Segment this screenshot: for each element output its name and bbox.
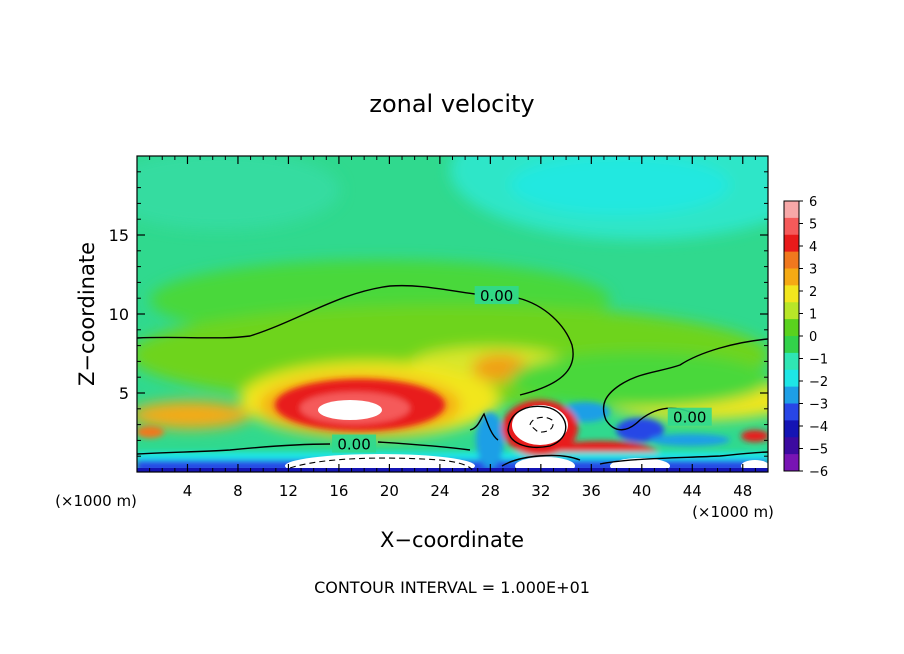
colorbar-tick-label: 4 xyxy=(809,240,817,255)
colorbar-swatch xyxy=(784,201,799,219)
colorbar-tick-label: 3 xyxy=(809,263,817,278)
y-axis: 5 10 15 xyxy=(109,171,768,457)
contour-label: 0.00 xyxy=(337,436,370,454)
colorbar-tick-label: −3 xyxy=(809,398,828,413)
x-tick-label: 24 xyxy=(430,482,449,500)
contour-label: 0.00 xyxy=(480,287,513,305)
contour-lower-right xyxy=(501,451,768,467)
colorbar-swatch xyxy=(784,403,799,421)
colorbar-swatch xyxy=(784,251,799,269)
contour-label-bg xyxy=(667,407,712,426)
zero-contour-lower xyxy=(137,441,471,455)
colorbar-swatch xyxy=(784,369,799,388)
x-tick-label: 4 xyxy=(183,482,193,500)
x-axis: 4 8 12 16 20 24 28 32 36 40 44 48 xyxy=(149,156,756,500)
colorbar-swatch xyxy=(784,386,799,404)
x-tick-label: 36 xyxy=(582,482,601,500)
x-unit-left: (×1000 m) xyxy=(55,492,137,510)
x-tick-label: 48 xyxy=(733,482,752,500)
colorbar-tick-label: −6 xyxy=(809,465,828,480)
colorbar-tick-label: 1 xyxy=(809,308,817,323)
colorbar-swatch xyxy=(784,336,799,354)
contour-spike-28 xyxy=(469,412,499,441)
colorbar-swatch xyxy=(784,217,799,236)
colorbar-swatch xyxy=(784,319,799,337)
colorbar-swatch xyxy=(784,302,799,320)
x-tick-label: 40 xyxy=(632,482,651,500)
contour-label: 0.00 xyxy=(673,409,706,427)
x-tick-label: 32 xyxy=(531,482,550,500)
colorbar-tick-label: 0 xyxy=(809,330,817,345)
colorbar-swatch xyxy=(784,352,799,371)
colorbar-tick-label: −5 xyxy=(809,443,828,458)
x-tick-label: 12 xyxy=(279,482,298,500)
negative-contours xyxy=(289,416,554,471)
x-unit-right: (×1000 m) xyxy=(692,503,774,521)
zero-contours xyxy=(137,284,768,467)
contour-interval-note: CONTOUR INTERVAL = 1.000E+01 xyxy=(314,578,590,597)
x-axis-label: X−coordinate xyxy=(380,528,524,552)
colorbar-swatch xyxy=(784,285,799,303)
colorbar-tick-label: 5 xyxy=(809,218,817,233)
negative-contour-surface xyxy=(289,457,473,471)
colorbar-tick-label: 6 xyxy=(809,195,817,210)
y-tick-label: 10 xyxy=(109,305,129,324)
colorbar-tick-label: −1 xyxy=(809,353,828,368)
colorbar-swatch xyxy=(784,268,799,286)
colorbar-swatch xyxy=(784,234,799,253)
x-tick-label: 44 xyxy=(683,482,702,500)
contour-loop-32 xyxy=(507,405,567,448)
plot-area: 0.00 0.00 0.00 xyxy=(137,156,768,472)
negative-contour-inner xyxy=(529,416,554,433)
colorbar-swatch xyxy=(784,437,799,455)
y-tick-label: 5 xyxy=(119,384,129,403)
x-tick-label: 20 xyxy=(380,482,399,500)
contour-labels: 0.00 0.00 0.00 xyxy=(332,286,712,454)
colorbar-swatch xyxy=(784,420,799,438)
colorbar-tick-label: 2 xyxy=(809,285,817,300)
contour-label-bg xyxy=(332,434,377,453)
zero-contour-right xyxy=(602,338,768,431)
y-tick-label: 15 xyxy=(109,226,129,245)
x-tick-label: 28 xyxy=(481,482,500,500)
chart-title: zonal velocity xyxy=(369,90,534,118)
colorbar-tick-label: −2 xyxy=(809,375,828,390)
x-tick-label: 8 xyxy=(233,482,243,500)
colorbar-swatch xyxy=(784,454,799,472)
colorbar: 6 5 4 3 2 1 0 −1 −2 −3 −4 −5 −6 xyxy=(783,195,828,480)
y-axis-label: Z−coordinate xyxy=(75,242,99,386)
zero-contour-upper xyxy=(137,284,574,396)
contour-label-bg xyxy=(474,286,519,305)
x-tick-label: 16 xyxy=(329,482,348,500)
colorbar-tick-label: −4 xyxy=(809,420,828,435)
